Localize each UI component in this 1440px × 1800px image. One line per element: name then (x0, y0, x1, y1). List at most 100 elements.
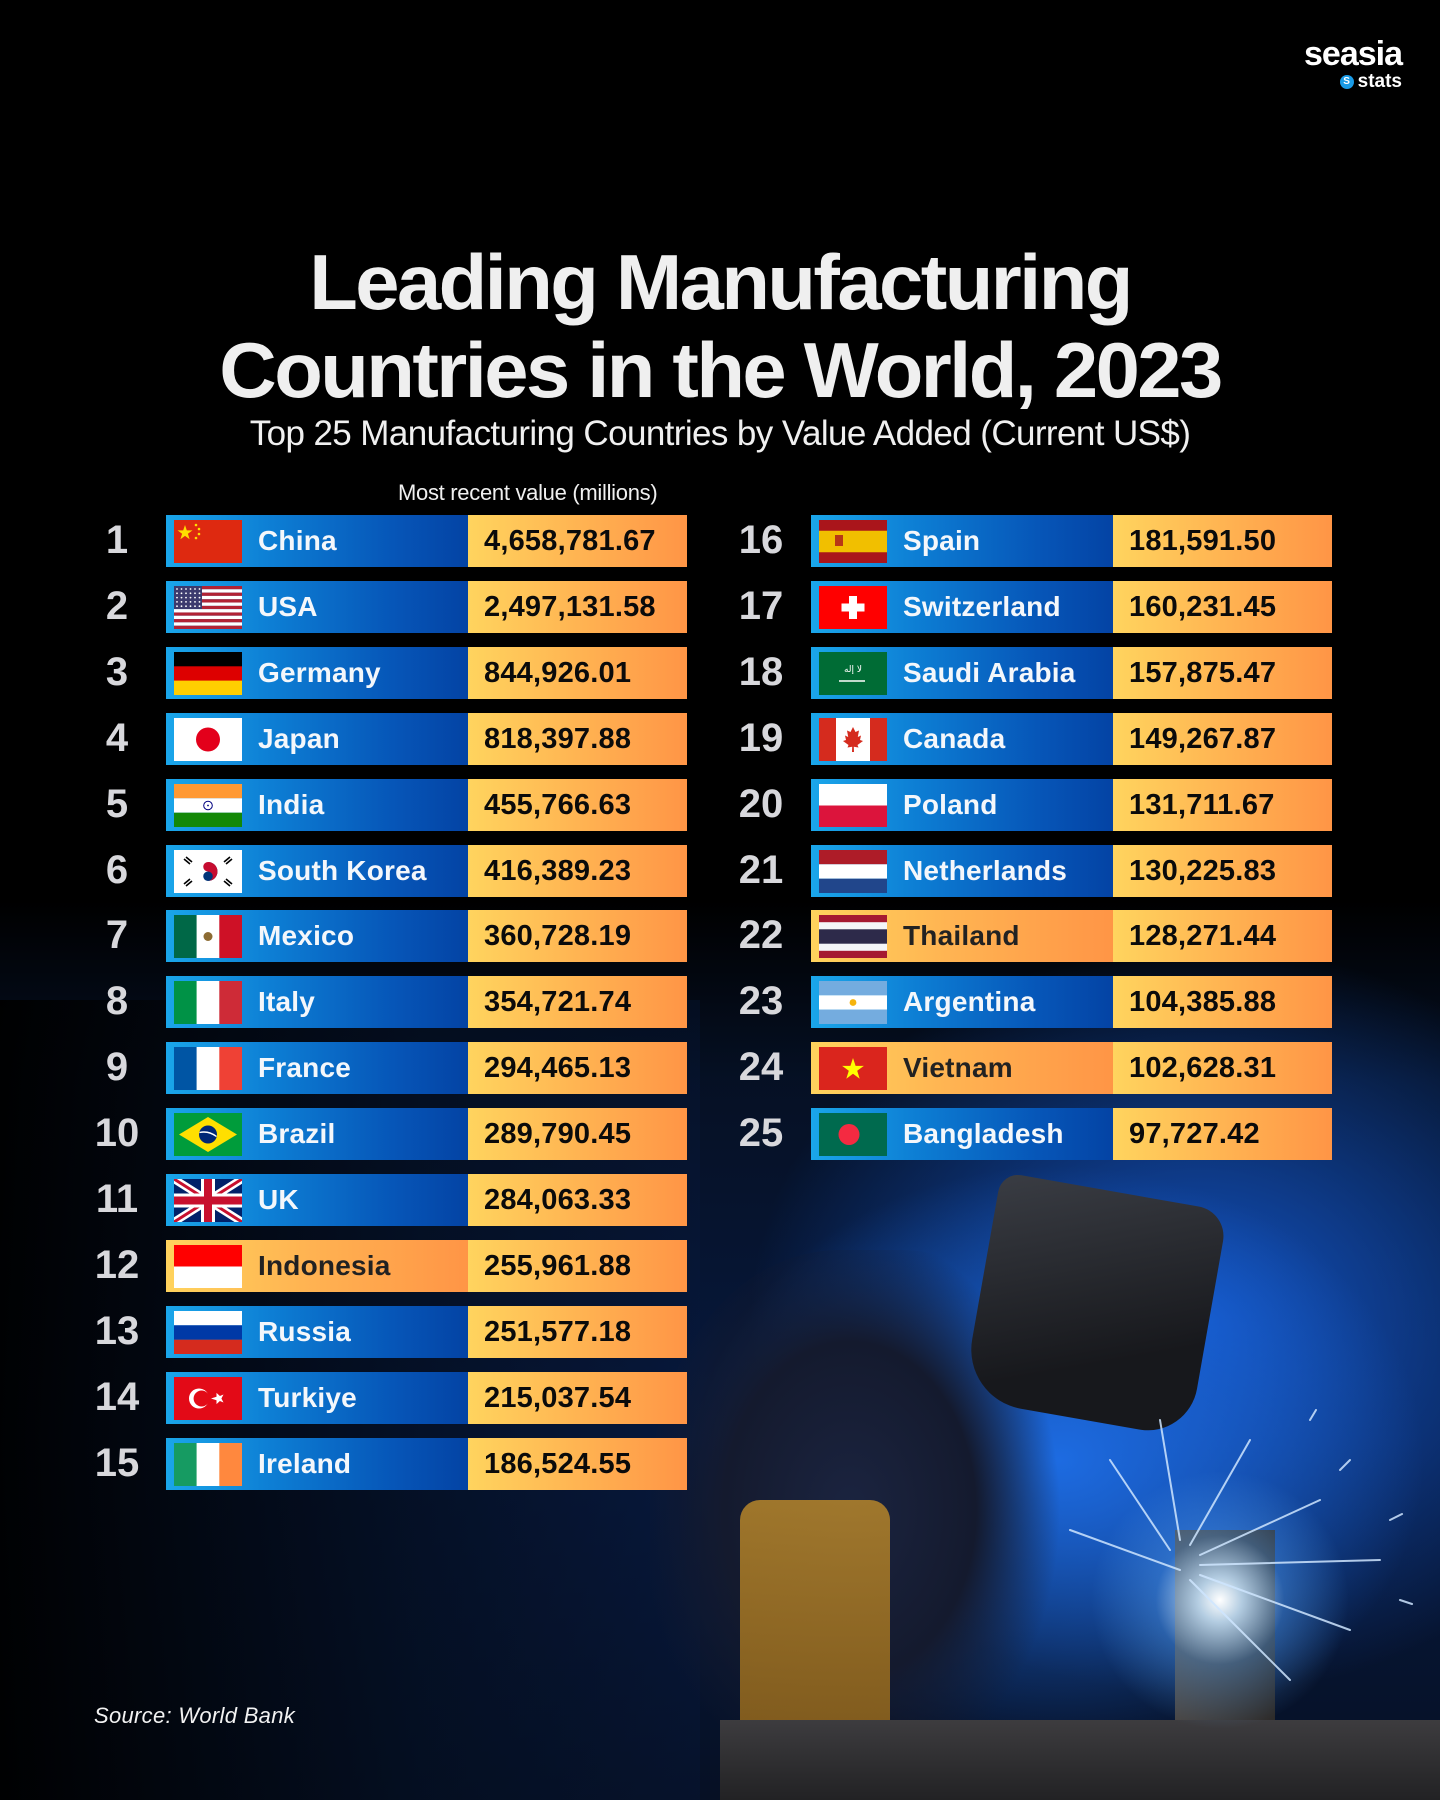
table-row: Brazil 289,790.45 (166, 1108, 687, 1161)
country-cell: Thailand (811, 910, 1113, 963)
saudi-arabia-flag-icon: ﻻ ﺇﻟﻪ (819, 651, 887, 695)
country-name: Turkiye (258, 1381, 357, 1413)
value-cell: 186,524.55 (468, 1437, 687, 1490)
seasia-s-icon: S (1339, 75, 1354, 89)
table-row: Germany 844,926.01 (166, 646, 687, 699)
country-cell: Spain (811, 515, 1113, 567)
rank-number: 20 (738, 781, 784, 826)
country-cell: Mexico (166, 910, 468, 963)
mexico-flag-icon (174, 915, 242, 959)
country-name: USA (258, 590, 318, 622)
country-cell: USA (166, 580, 468, 633)
table-row: Canada 149,267.87 (811, 712, 1332, 765)
country-cell: Italy (166, 976, 468, 1029)
sparks-icon (1069, 1409, 1413, 1681)
country-cell: China (166, 515, 468, 567)
country-name: Japan (258, 722, 340, 754)
country-cell: Germany (166, 646, 468, 699)
rank-number: 10 (94, 1111, 140, 1156)
rank-number: 7 (105, 913, 129, 958)
country-cell: France (166, 1042, 468, 1095)
canada-flag-icon (819, 717, 887, 761)
bangladesh-flag-icon (819, 1113, 887, 1157)
country-name: Indonesia (258, 1249, 391, 1281)
india-flag-icon (174, 783, 242, 827)
value-cell: 4,658,781.67 (468, 515, 687, 567)
rank-number: 17 (738, 583, 784, 628)
vietnam-flag-icon (819, 1047, 887, 1091)
value-cell: 289,790.45 (468, 1108, 687, 1161)
table-row: Poland 131,711.67 (811, 778, 1332, 831)
netherlands-flag-icon (819, 849, 887, 893)
italy-flag-icon (174, 981, 242, 1025)
country-name: India (258, 788, 325, 820)
table-row: Switzerland 160,231.45 (811, 580, 1332, 633)
argentina-flag-icon (819, 981, 887, 1025)
table-row: Spain 181,591.50 (811, 515, 1332, 567)
value-cell: 360,728.19 (468, 910, 687, 963)
table-row: India 455,766.63 (166, 778, 687, 831)
country-name: China (258, 525, 337, 556)
value-cell: 416,389.23 (468, 844, 687, 897)
value-cell: 157,875.47 (1113, 646, 1332, 699)
country-name: Vietnam (903, 1052, 1013, 1084)
country-name: Ireland (258, 1447, 352, 1479)
country-name: Thailand (903, 920, 1020, 952)
country-cell: Switzerland (811, 580, 1113, 633)
indonesia-flag-icon (174, 1244, 242, 1288)
rank-number: 23 (738, 979, 784, 1024)
welding-flare (1090, 1470, 1350, 1730)
page-title: Leading Manufacturing Countries in the W… (0, 238, 1440, 414)
turkiye-flag-icon (174, 1376, 242, 1420)
brazil-flag-icon (174, 1113, 242, 1157)
country-cell: South Korea (166, 844, 468, 897)
rank-number: 19 (738, 715, 784, 760)
country-cell: Brazil (166, 1108, 468, 1161)
thailand-flag-icon (819, 915, 887, 959)
country-cell: Turkiye (166, 1371, 468, 1424)
country-name: Poland (903, 788, 998, 820)
country-name: Canada (903, 722, 1006, 754)
svg-text:ﻻ ﺇﻟﻪ: ﻻ ﺇﻟﻪ (844, 665, 862, 675)
country-name: Bangladesh (903, 1118, 1064, 1150)
rank-number: 16 (738, 518, 784, 562)
column-header: Most recent value (millions) (398, 480, 658, 505)
source-note: Source: World Bank (94, 1703, 296, 1728)
value-cell: 181,591.50 (1113, 515, 1332, 567)
value-cell: 128,271.44 (1113, 910, 1332, 963)
value-cell: 844,926.01 (468, 646, 687, 699)
brand-sub: S stats (1304, 72, 1402, 92)
table-row: Japan 818,397.88 (166, 712, 687, 765)
rank-number: 25 (738, 1111, 784, 1156)
rank-number: 13 (94, 1308, 140, 1353)
work-table (720, 1720, 1440, 1800)
country-name: France (258, 1052, 352, 1084)
table-row: Ireland 186,524.55 (166, 1437, 687, 1490)
table-row: Vietnam 102,628.31 (811, 1042, 1332, 1095)
country-cell: Bangladesh (811, 1108, 1113, 1161)
country-cell: UK (166, 1174, 468, 1226)
value-cell: 160,231.45 (1113, 580, 1332, 633)
rank-number: 12 (94, 1242, 140, 1287)
table-row: Thailand 128,271.44 (811, 910, 1332, 963)
country-cell: Japan (166, 712, 468, 765)
value-cell: 284,063.33 (468, 1174, 687, 1226)
table-row: China 4,658,781.67 (166, 515, 687, 567)
country-name: Saudi Arabia (903, 656, 1076, 688)
country-cell: Argentina (811, 976, 1113, 1029)
south-korea-flag-icon (174, 849, 242, 893)
rank-number: 1 (105, 518, 129, 562)
rank-number: 14 (94, 1374, 140, 1419)
subtitle: Top 25 Manufacturing Countries by Value … (249, 414, 1191, 453)
table-row: Mexico 360,728.19 (166, 910, 687, 963)
table-row: USA 2,497,131.58 (166, 580, 687, 633)
value-cell: 131,711.67 (1113, 778, 1332, 831)
table-row: Bangladesh 97,727.42 (811, 1108, 1332, 1161)
country-name: Switzerland (903, 590, 1061, 622)
table-row: Italy 354,721.74 (166, 976, 687, 1029)
country-cell: Poland (811, 778, 1113, 831)
title-line-2: Countries in the World, 2023 (219, 326, 1223, 414)
uk-flag-icon (174, 1179, 242, 1222)
ireland-flag-icon (174, 1442, 242, 1486)
table-row: South Korea 416,389.23 (166, 844, 687, 897)
